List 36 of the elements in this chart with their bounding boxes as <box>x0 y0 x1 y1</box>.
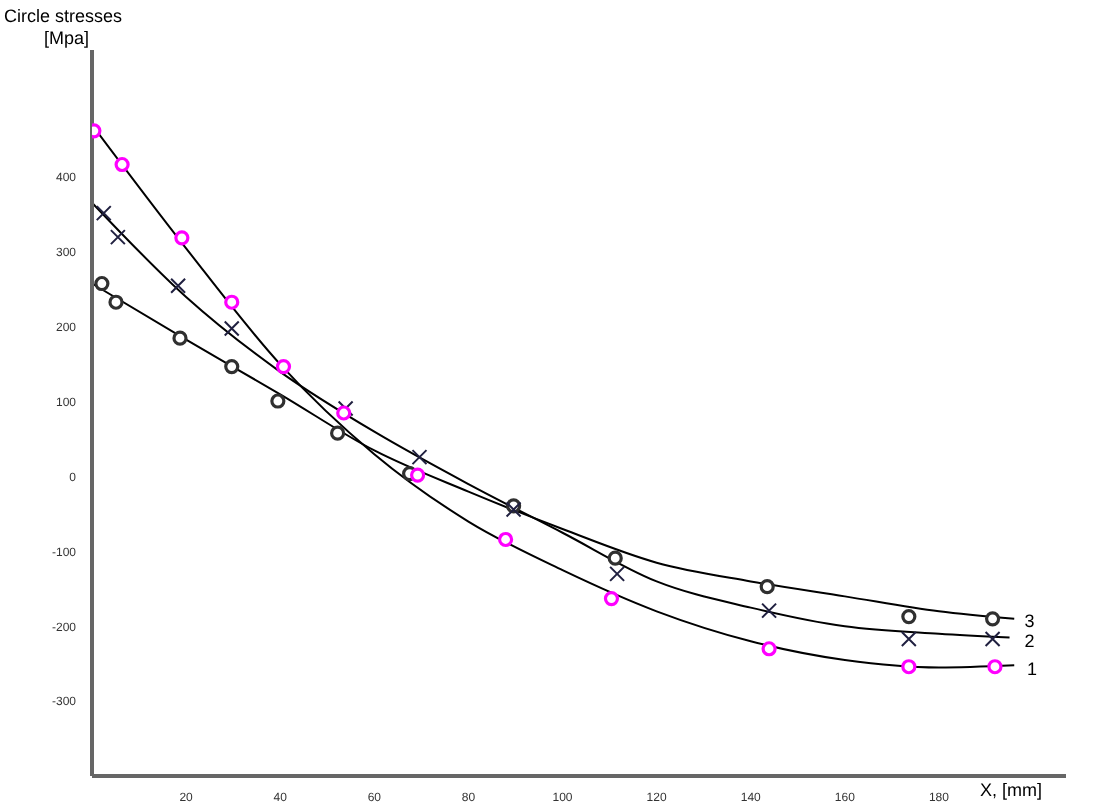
point <box>270 393 286 409</box>
point <box>900 631 917 648</box>
point <box>109 229 126 246</box>
point <box>603 591 620 607</box>
point <box>984 631 1001 648</box>
point <box>275 359 292 375</box>
point <box>411 449 428 466</box>
series-label: 1 <box>1026 658 1037 679</box>
point <box>987 659 1003 675</box>
point <box>114 156 130 173</box>
point <box>901 608 917 625</box>
point <box>985 611 1001 627</box>
point <box>607 550 623 566</box>
point <box>95 205 112 222</box>
point <box>223 320 240 337</box>
point <box>108 294 124 310</box>
point <box>609 565 626 582</box>
point <box>330 425 346 441</box>
point <box>224 359 240 375</box>
series-label: 2 <box>1024 631 1035 652</box>
point <box>761 641 777 657</box>
point <box>901 659 917 675</box>
point <box>94 275 110 292</box>
point <box>172 330 188 346</box>
point <box>174 230 190 246</box>
y-axis-title: [Mpa] <box>44 28 90 48</box>
x-axis-title: X, [mm] <box>980 780 1042 800</box>
point <box>759 579 775 595</box>
point <box>498 531 514 548</box>
point <box>410 467 426 483</box>
point <box>336 405 352 421</box>
point <box>761 602 778 619</box>
chart-title: Circle stresses <box>4 6 123 26</box>
series-label: 3 <box>1024 610 1035 631</box>
point <box>170 277 187 294</box>
point <box>224 294 240 310</box>
